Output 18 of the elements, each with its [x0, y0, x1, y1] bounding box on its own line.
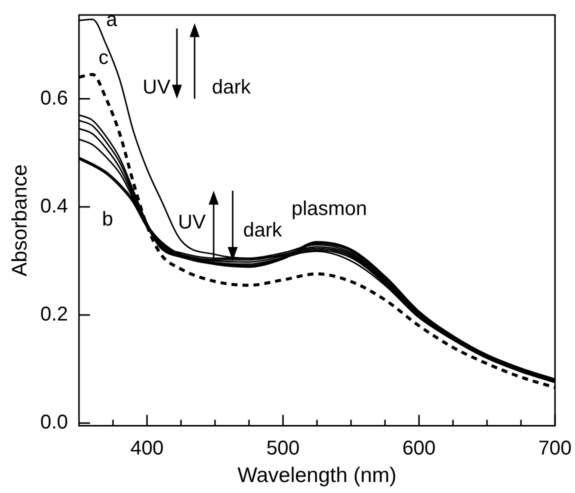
y-tick-label: 0.6: [40, 87, 68, 110]
annotation: UV: [178, 212, 206, 234]
y-tick-label: 0.2: [40, 304, 68, 326]
x-tick-label: 500: [266, 437, 300, 460]
annotation: dark: [212, 76, 252, 98]
y-axis-title: Absorbance: [8, 164, 32, 276]
y-tick-label: 0.0: [40, 412, 68, 434]
annotation: c: [98, 46, 108, 69]
x-tick-label: 400: [130, 437, 164, 460]
annotation: a: [106, 8, 118, 31]
annotation: dark: [243, 220, 284, 242]
annotation: UV: [142, 76, 172, 98]
annotation: b: [102, 208, 114, 230]
x-tick-label: 600: [402, 437, 436, 460]
annotation: plasmon: [291, 198, 368, 220]
x-axis-title: Wavelength (nm): [237, 464, 397, 488]
x-tick-label: 700: [538, 437, 572, 460]
y-tick-label: 0.4: [40, 195, 68, 218]
